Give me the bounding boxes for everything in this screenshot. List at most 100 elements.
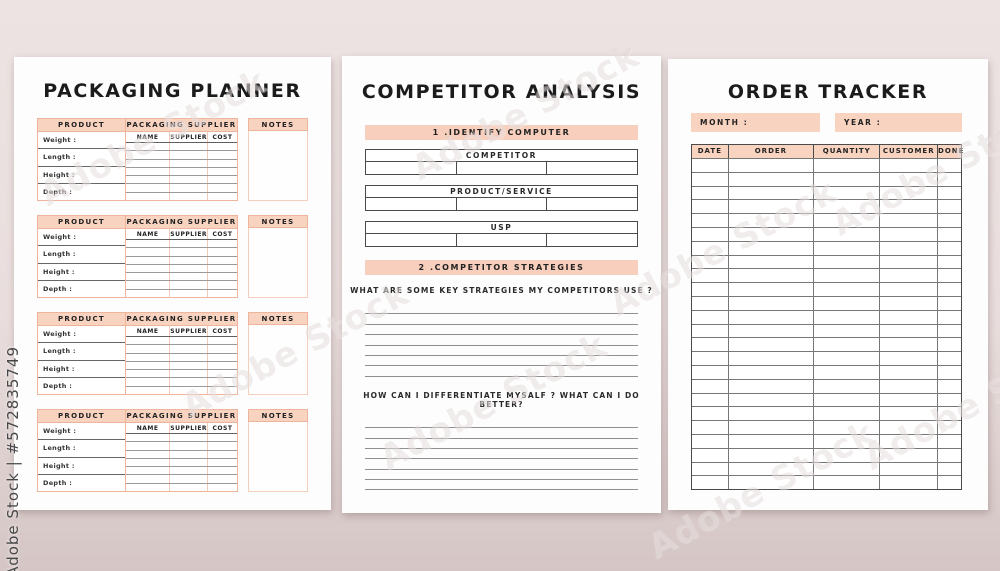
supplier-row[interactable]: [126, 378, 237, 387]
supplier-cell[interactable]: [169, 361, 207, 370]
supplier-cell[interactable]: [126, 184, 169, 191]
order-cell[interactable]: [692, 256, 728, 269]
order-cell[interactable]: [813, 393, 879, 407]
supplier-cell[interactable]: [126, 248, 169, 255]
supplier-cell[interactable]: [169, 483, 207, 491]
order-cell[interactable]: [879, 214, 937, 227]
supplier-cell[interactable]: [126, 176, 169, 183]
order-row[interactable]: [692, 433, 961, 448]
supplier-cell[interactable]: [126, 451, 169, 458]
order-cell[interactable]: [937, 448, 961, 462]
supplier-cell[interactable]: [169, 345, 207, 353]
order-cell[interactable]: [692, 476, 728, 489]
order-cell[interactable]: [879, 255, 937, 269]
supplier-cell[interactable]: [207, 434, 237, 442]
order-cell[interactable]: [813, 283, 879, 296]
order-cell[interactable]: [727, 462, 813, 476]
answer-line[interactable]: [365, 439, 638, 449]
supplier-cell[interactable]: [207, 248, 237, 256]
order-cell[interactable]: [813, 159, 879, 172]
order-cell[interactable]: [879, 172, 937, 186]
order-cell[interactable]: [692, 449, 728, 462]
order-cell[interactable]: [879, 296, 937, 310]
order-cell[interactable]: [879, 448, 937, 462]
supplier-cell[interactable]: [169, 159, 207, 167]
supplier-cell[interactable]: [126, 240, 169, 247]
supplier-cell[interactable]: [207, 167, 237, 176]
supplier-cell[interactable]: [126, 290, 169, 297]
order-row[interactable]: [692, 254, 961, 269]
supplier-cell[interactable]: [169, 143, 207, 151]
order-cell[interactable]: [879, 476, 937, 490]
answer-line[interactable]: [365, 335, 638, 346]
order-cell[interactable]: [937, 421, 961, 434]
order-cell[interactable]: [692, 283, 728, 296]
order-row[interactable]: [692, 323, 961, 338]
order-row[interactable]: [692, 158, 961, 172]
order-cell[interactable]: [937, 227, 961, 241]
product-field-depth[interactable]: Depth :: [38, 378, 125, 394]
order-cell[interactable]: [813, 324, 879, 338]
supplier-cell[interactable]: [169, 273, 207, 281]
supplier-cell[interactable]: [207, 483, 237, 491]
supplier-cell[interactable]: [169, 386, 207, 394]
order-cell[interactable]: [937, 159, 961, 172]
order-cell[interactable]: [727, 296, 813, 310]
supplier-row[interactable]: [126, 434, 237, 443]
order-cell[interactable]: [879, 159, 937, 172]
order-cell[interactable]: [937, 269, 961, 283]
order-cell[interactable]: [813, 352, 879, 365]
order-cell[interactable]: [727, 476, 813, 490]
supplier-cell[interactable]: [169, 281, 207, 289]
supplier-cell[interactable]: [207, 159, 237, 167]
supplier-cell[interactable]: [126, 459, 169, 466]
product-field-height[interactable]: Height :: [38, 167, 125, 184]
month-field[interactable]: MONTH :: [691, 113, 820, 132]
supplier-row[interactable]: [126, 184, 237, 193]
supplier-cell[interactable]: [126, 362, 169, 369]
product-field-length[interactable]: Length :: [38, 246, 125, 264]
order-cell[interactable]: [727, 227, 813, 241]
order-cell[interactable]: [727, 255, 813, 269]
order-cell[interactable]: [937, 241, 961, 255]
order-cell[interactable]: [879, 200, 937, 214]
supplier-cell[interactable]: [126, 475, 169, 482]
supplier-cell[interactable]: [207, 467, 237, 475]
order-cell[interactable]: [813, 186, 879, 200]
order-row[interactable]: [692, 213, 961, 227]
supplier-cell[interactable]: [126, 143, 169, 150]
answer-line[interactable]: [365, 449, 638, 460]
order-row[interactable]: [692, 475, 961, 490]
answer-line[interactable]: [365, 480, 638, 491]
order-cell[interactable]: [937, 434, 961, 448]
supplier-cell[interactable]: [169, 337, 207, 345]
product-field-height[interactable]: Height :: [38, 361, 125, 378]
order-cell[interactable]: [692, 311, 728, 324]
entry-cell[interactable]: [455, 234, 547, 246]
supplier-cell[interactable]: [126, 281, 169, 288]
notes-area[interactable]: [248, 131, 308, 201]
supplier-cell[interactable]: [126, 378, 169, 385]
order-row[interactable]: [692, 364, 961, 379]
order-row[interactable]: [692, 309, 961, 324]
order-cell[interactable]: [813, 338, 879, 352]
order-row[interactable]: [692, 351, 961, 365]
supplier-row[interactable]: [126, 361, 237, 371]
order-row[interactable]: [692, 171, 961, 186]
order-cell[interactable]: [813, 448, 879, 462]
product-field-height[interactable]: Height :: [38, 264, 125, 281]
order-cell[interactable]: [692, 297, 728, 310]
order-cell[interactable]: [879, 324, 937, 338]
notes-area[interactable]: [248, 325, 308, 395]
supplier-cell[interactable]: [126, 265, 169, 272]
product-field-length[interactable]: Length :: [38, 343, 125, 361]
order-cell[interactable]: [813, 365, 879, 379]
order-row[interactable]: [692, 461, 961, 476]
supplier-cell[interactable]: [126, 193, 169, 200]
answer-line[interactable]: [365, 314, 638, 325]
order-cell[interactable]: [727, 241, 813, 255]
order-cell[interactable]: [937, 393, 961, 407]
order-cell[interactable]: [813, 241, 879, 255]
order-cell[interactable]: [813, 462, 879, 476]
product-field-length[interactable]: Length :: [38, 149, 125, 167]
